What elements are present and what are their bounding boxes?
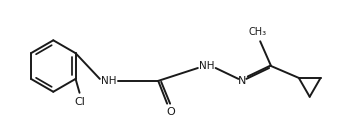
Text: N: N	[238, 76, 247, 86]
Text: NH: NH	[199, 61, 215, 71]
Text: O: O	[167, 107, 175, 117]
Text: NH: NH	[101, 76, 117, 86]
Text: CH₃: CH₃	[248, 27, 266, 37]
Text: Cl: Cl	[74, 97, 85, 107]
